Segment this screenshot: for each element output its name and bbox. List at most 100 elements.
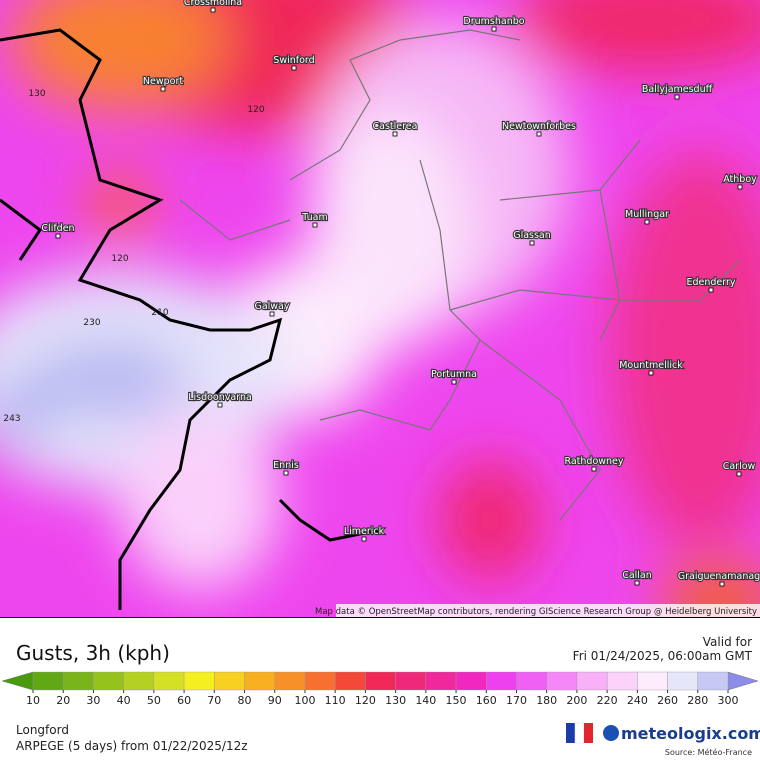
legend-tick-label: 260 — [657, 694, 678, 707]
brand-logo — [603, 725, 619, 741]
legend-cell — [395, 671, 427, 691]
legend-tick-label: 240 — [627, 694, 648, 707]
legend-cell — [123, 671, 155, 691]
town-label: Ballyjamesduff — [642, 84, 713, 95]
legend-tick-label: 10 — [26, 694, 40, 707]
contour-label: 230 — [83, 318, 100, 328]
town-label: Newtownforbes — [502, 121, 576, 132]
town-marker — [210, 7, 216, 13]
town-label: Athboy — [723, 174, 757, 185]
legend-tick-label: 70 — [207, 694, 221, 707]
town-label: Drumshanbo — [463, 16, 524, 27]
legend-cell — [455, 671, 487, 691]
town-marker — [591, 466, 597, 472]
legend-cell — [667, 671, 698, 691]
legend-tick-label: 280 — [687, 694, 708, 707]
border — [179, 29, 741, 521]
town-label: Tuam — [301, 212, 327, 223]
legend-tick-label: 90 — [268, 694, 282, 707]
legend-cell — [274, 671, 306, 691]
town-label: Mountmellick — [619, 360, 683, 371]
legend-cell — [214, 671, 245, 691]
coastline — [0, 28, 381, 610]
legend-cell — [365, 671, 396, 691]
legend-tick-label: 40 — [117, 694, 131, 707]
town-label: Ennis — [273, 460, 299, 471]
legend-tick-label: 120 — [355, 694, 376, 707]
legend-cell — [486, 671, 517, 691]
town-marker — [491, 26, 497, 32]
location: Longford — [16, 723, 69, 737]
contour-label: 243 — [3, 414, 20, 424]
town-label: Galway — [254, 301, 289, 312]
legend-tick-label: 220 — [597, 694, 618, 707]
legend-tick-label: 200 — [566, 694, 587, 707]
legend-cell — [63, 671, 94, 691]
legend-tick-label: 80 — [238, 694, 252, 707]
town-marker — [55, 233, 61, 239]
legend-cell — [606, 671, 638, 691]
legend-cell — [576, 671, 608, 691]
legend-cell — [32, 671, 64, 691]
town-label: Rathdowney — [564, 456, 623, 467]
town-label: Limerick — [344, 526, 385, 537]
town-label: Mullingar — [625, 209, 669, 220]
legend: 10 20 30 40 50 60 70 80 90 100 110 120 130 140 150 160 1… — [1, 671, 759, 707]
town-marker — [392, 131, 398, 137]
attribution-bg — [336, 604, 760, 617]
contour-label: 130 — [28, 89, 45, 99]
legend-cell — [93, 671, 124, 691]
towns: Crossmolina Drumshanbo Swinford Newport Ball… — [40, 0, 760, 587]
legend-tick-label: 130 — [385, 694, 406, 707]
legend-tick-label: 170 — [506, 694, 527, 707]
town-label: Clifden — [41, 223, 74, 234]
town-marker — [529, 240, 535, 246]
town-marker — [283, 470, 289, 476]
town-label: Callan — [622, 570, 652, 581]
contour-label: 120 — [111, 254, 128, 264]
town-label: Lisdoonvarna — [188, 392, 252, 403]
legend-cell — [516, 671, 547, 691]
brand[interactable]: meteologix.com — [621, 724, 760, 743]
legend-cell — [546, 671, 578, 691]
valid-label: Valid for — [703, 635, 752, 649]
field-shading — [0, 0, 760, 617]
legend-tick-label: 20 — [56, 694, 70, 707]
town-marker — [361, 536, 367, 542]
town-label: Castlerea — [373, 121, 418, 132]
town-marker — [217, 402, 223, 408]
legend-tick-label: 50 — [147, 694, 161, 707]
legend-tick-label: 30 — [86, 694, 100, 707]
legend-cell — [425, 671, 457, 691]
town-marker — [719, 581, 725, 587]
legend-cell — [697, 671, 729, 691]
town-label: Crossmolina — [184, 0, 242, 8]
town-label: Portumna — [431, 369, 477, 380]
town-marker — [736, 471, 742, 477]
legend-cell — [153, 671, 185, 691]
town-marker — [737, 184, 743, 190]
legend-tick-label: 150 — [446, 694, 467, 707]
town-marker — [536, 131, 542, 137]
source: Source: Météo-France — [665, 747, 752, 757]
town-marker — [644, 219, 650, 225]
legend-tick-label: 300 — [718, 694, 739, 707]
legend-cell — [304, 671, 336, 691]
legend-arrow — [727, 671, 759, 691]
town-label: Glassan — [513, 230, 551, 241]
town-marker — [269, 311, 275, 317]
legend-tick-label: 100 — [294, 694, 315, 707]
town-marker — [312, 222, 318, 228]
town-label: Swinford — [273, 55, 314, 66]
attribution: Map data © OpenStreetMap contributors, r… — [315, 607, 757, 617]
legend-cell — [244, 671, 275, 691]
town-marker — [291, 65, 297, 71]
product-title: Gusts, 3h (kph) — [16, 641, 170, 665]
legend-tick-label: 60 — [177, 694, 191, 707]
town-label: Graiguenamanagh — [678, 571, 760, 582]
town-label: Newport — [143, 76, 183, 87]
legend-tick-label: 180 — [536, 694, 557, 707]
legend-tick-label: 110 — [325, 694, 346, 707]
